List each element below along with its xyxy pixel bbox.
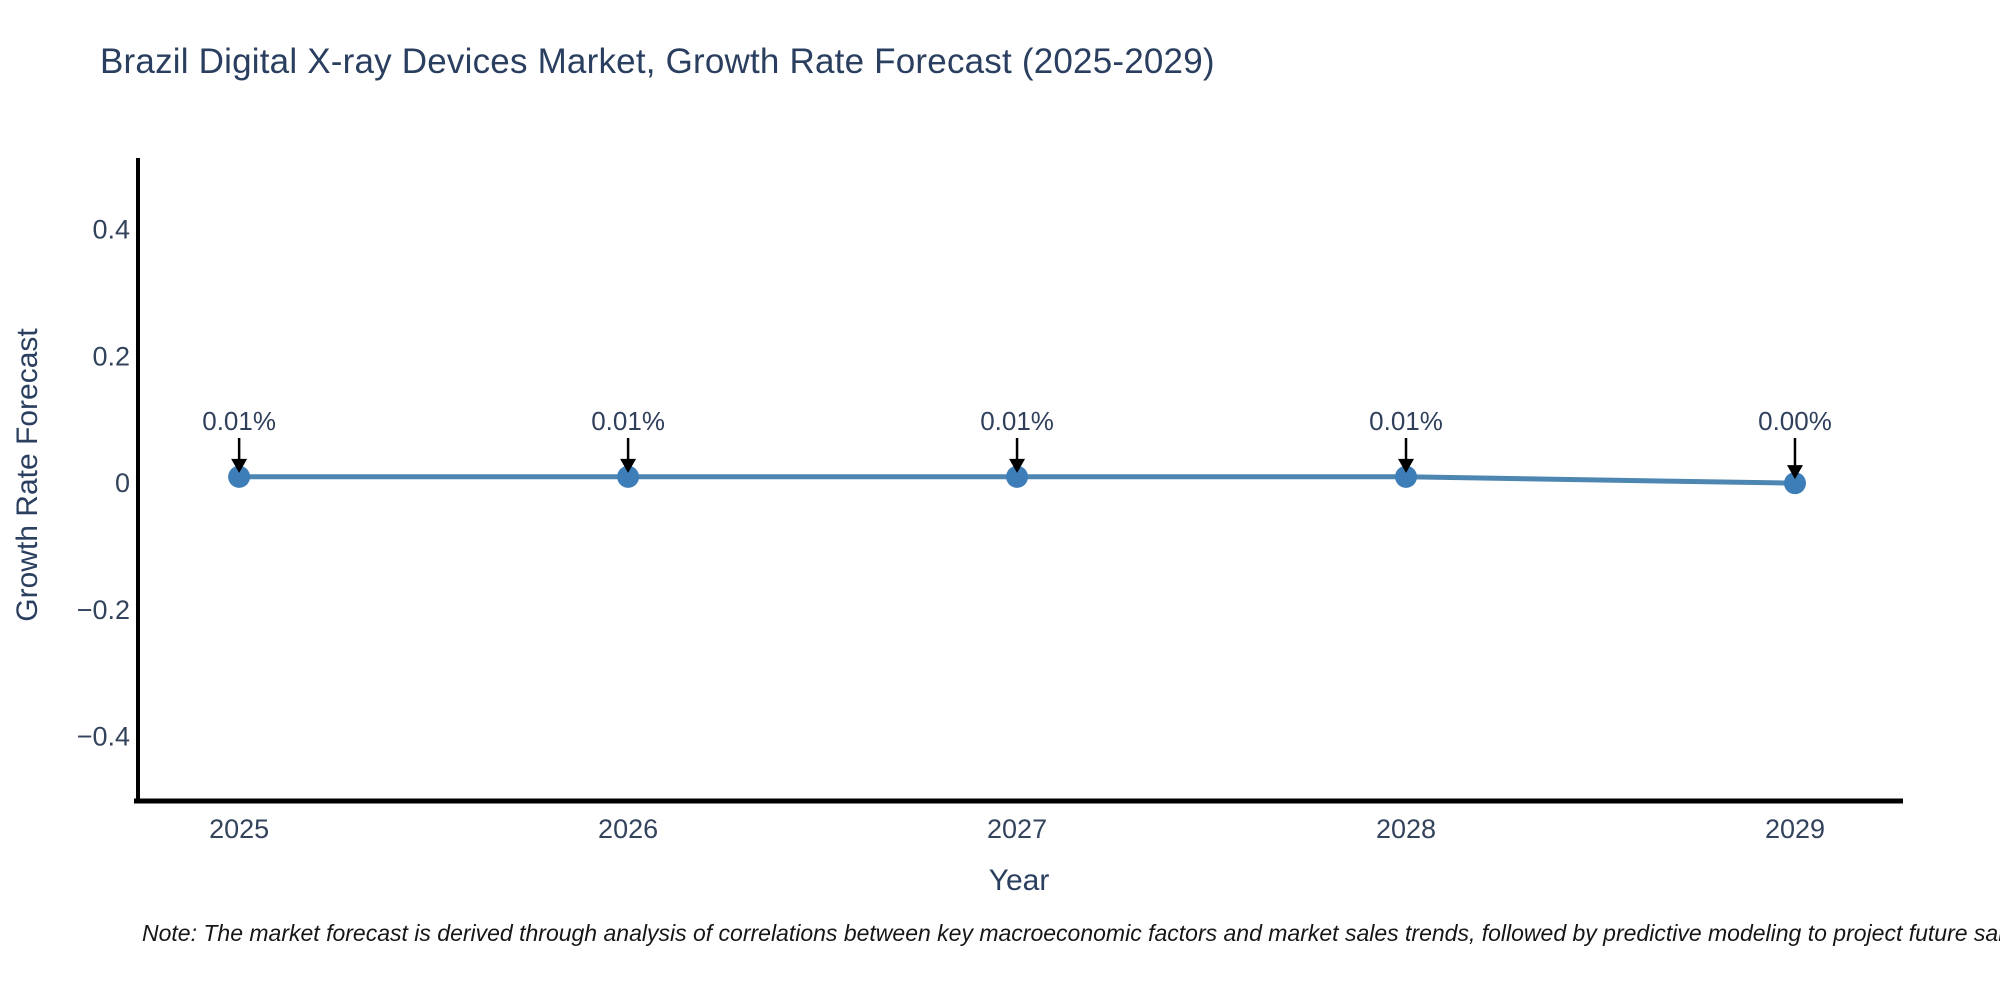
data-point-marker: [1006, 465, 1029, 488]
data-point-label: 0.01%: [591, 406, 665, 436]
annotation-arrow-head: [620, 458, 637, 473]
data-point-marker: [1783, 472, 1806, 495]
data-point-marker: [617, 465, 640, 488]
y-tick-label: 0: [115, 468, 130, 498]
data-point-label: 0.01%: [980, 406, 1054, 436]
annotation-arrow-head: [231, 458, 248, 473]
y-tick-label: 0.4: [92, 215, 130, 245]
y-tick-label: 0.2: [92, 341, 130, 371]
data-point-label: 0.01%: [202, 406, 276, 436]
data-point-label: 0.00%: [1758, 406, 1832, 436]
y-tick-label: −0.4: [77, 722, 130, 752]
x-tick-label: 2026: [598, 814, 658, 844]
annotation-arrow-head: [1009, 458, 1026, 473]
x-tick-label: 2025: [209, 814, 269, 844]
x-axis-title: Year: [988, 864, 1050, 897]
annotation-arrow-head: [1786, 465, 1803, 480]
data-point-label: 0.01%: [1369, 406, 1443, 436]
x-tick-label: 2028: [1376, 814, 1436, 844]
data-point-marker: [228, 465, 251, 488]
y-tick-label: −0.2: [77, 595, 130, 625]
data-point-marker: [1395, 465, 1418, 488]
x-tick-label: 2027: [987, 814, 1047, 844]
annotation-arrow-head: [1398, 458, 1415, 473]
x-tick-label: 2029: [1765, 814, 1825, 844]
footnote: Note: The market forecast is derived thr…: [142, 920, 2000, 946]
chart-title: Brazil Digital X-ray Devices Market, Gro…: [100, 42, 1215, 81]
